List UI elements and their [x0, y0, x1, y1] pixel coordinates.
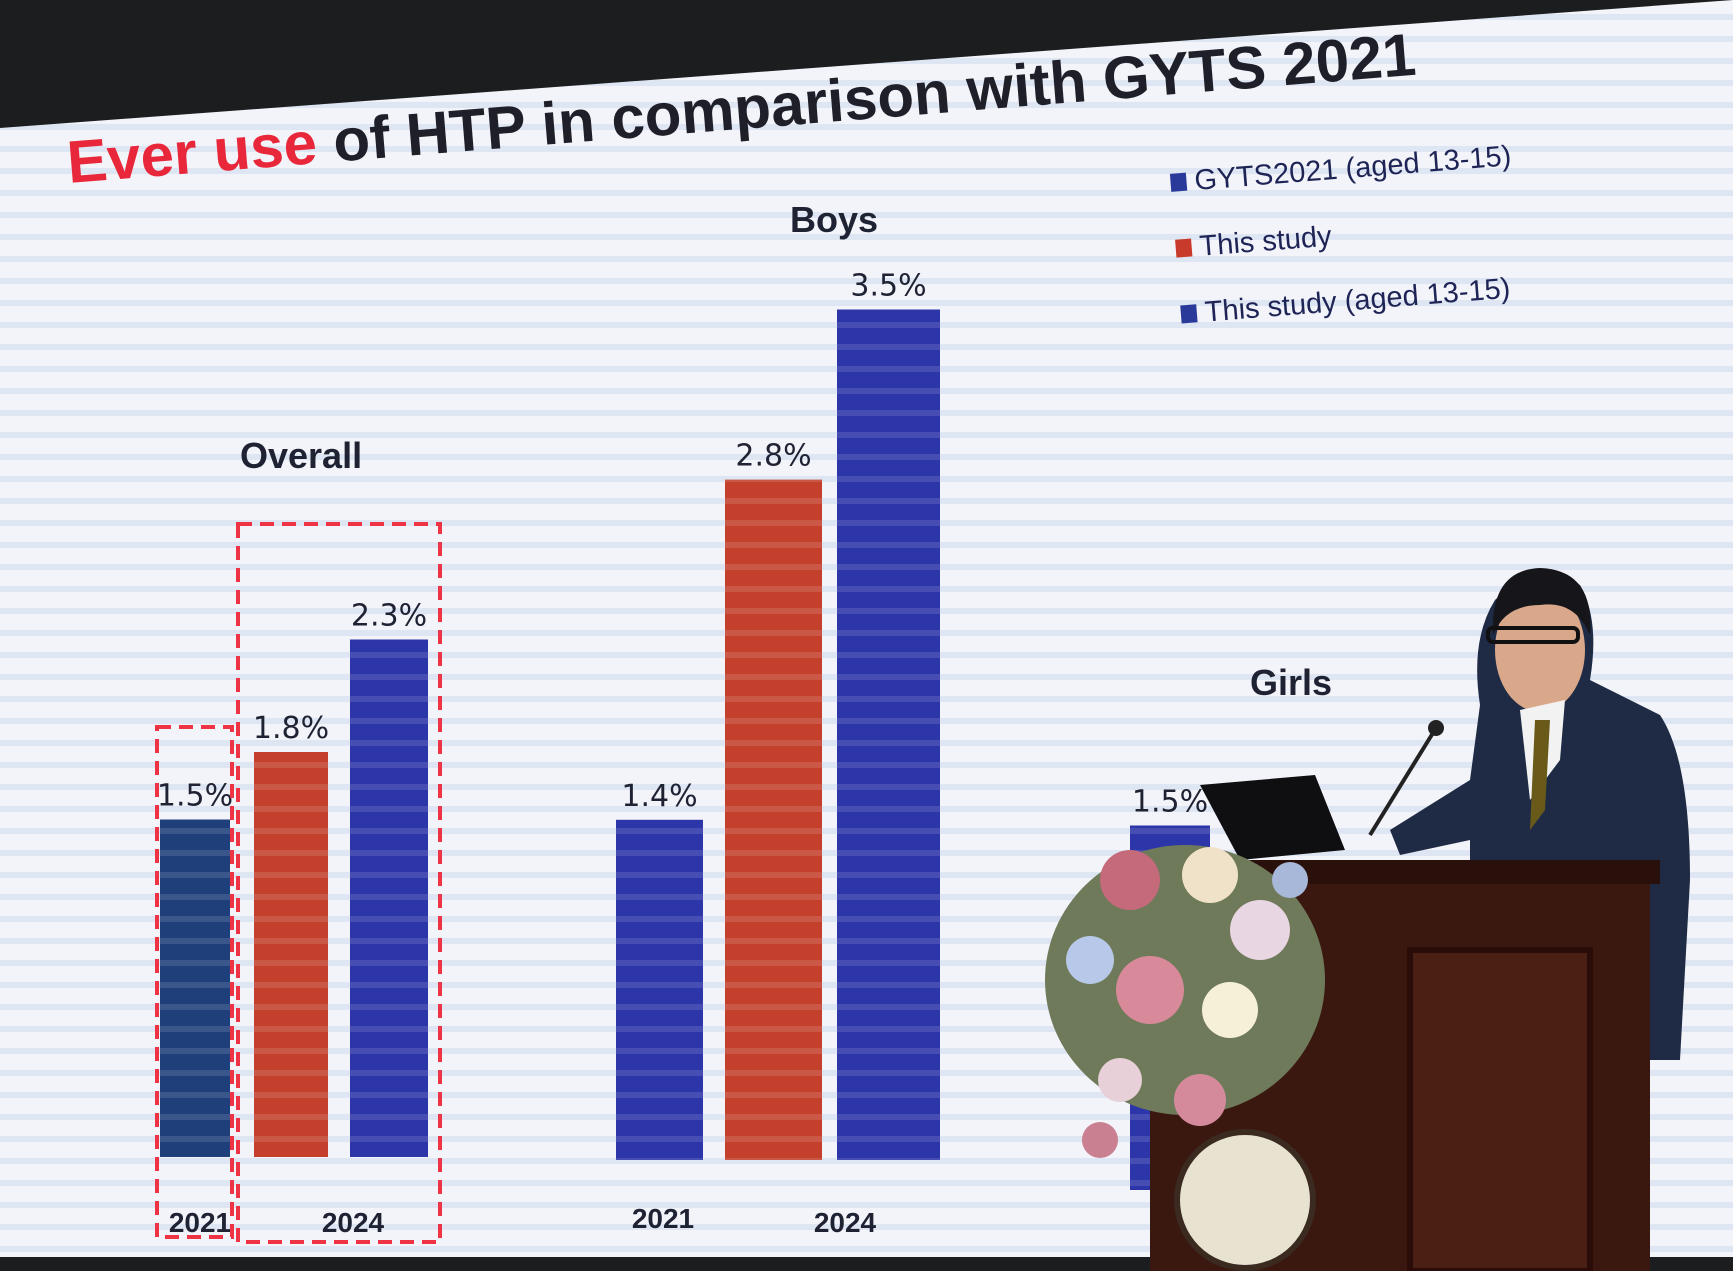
glasses [1486, 626, 1580, 644]
bar-stripes [160, 819, 230, 1157]
microphone-head [1428, 720, 1444, 736]
legend-label: GYTS2021 (aged 13-15) [1193, 139, 1513, 197]
category-label-2024: 2024 [322, 1207, 385, 1238]
bar-stripes [837, 309, 940, 1160]
group-title-boys: Boys [790, 199, 878, 240]
laptop [1200, 775, 1345, 860]
highlight-box-2024 [236, 522, 442, 1244]
legend-label: This study [1198, 219, 1333, 263]
data-label: 1.4% [621, 779, 697, 814]
bar-stripes [350, 639, 428, 1157]
group-title-girls: Girls [1250, 662, 1332, 703]
bar-stripes [725, 479, 822, 1161]
legend-swatch [1180, 304, 1198, 324]
tie [1530, 720, 1550, 830]
flower-arrangement [1045, 845, 1325, 1158]
podium-panel [1407, 947, 1593, 1271]
legend-swatch [1175, 238, 1193, 258]
data-label: 1.5% [157, 779, 233, 814]
microphone [1368, 726, 1438, 837]
speaker-hair [1492, 568, 1591, 635]
data-label: 1.5% [1132, 785, 1208, 820]
data-label: 3.5% [850, 269, 926, 304]
bar-stripes [254, 752, 328, 1157]
category-label-2024: 2024 [814, 1207, 877, 1238]
speaker-face [1495, 588, 1585, 712]
university-seal [1174, 1129, 1316, 1271]
category-label-2021: 2021 [169, 1207, 231, 1238]
group-title-overall: Overall [240, 435, 362, 476]
speaker-podium [1045, 568, 1690, 1271]
bar-stripes [616, 819, 703, 1160]
category-label-2021: 2021 [632, 1203, 694, 1234]
chart-legend: GYTS2021 (aged 13-15) This study This st… [1168, 123, 1524, 347]
highlight-box-2021 [155, 725, 234, 1239]
legend-label: This study (aged 13-15) [1203, 272, 1512, 329]
legend-swatch [1169, 172, 1188, 192]
data-label: 2.8% [735, 439, 811, 474]
data-label: 1.8% [253, 711, 329, 746]
data-label: 2.3% [351, 599, 427, 634]
